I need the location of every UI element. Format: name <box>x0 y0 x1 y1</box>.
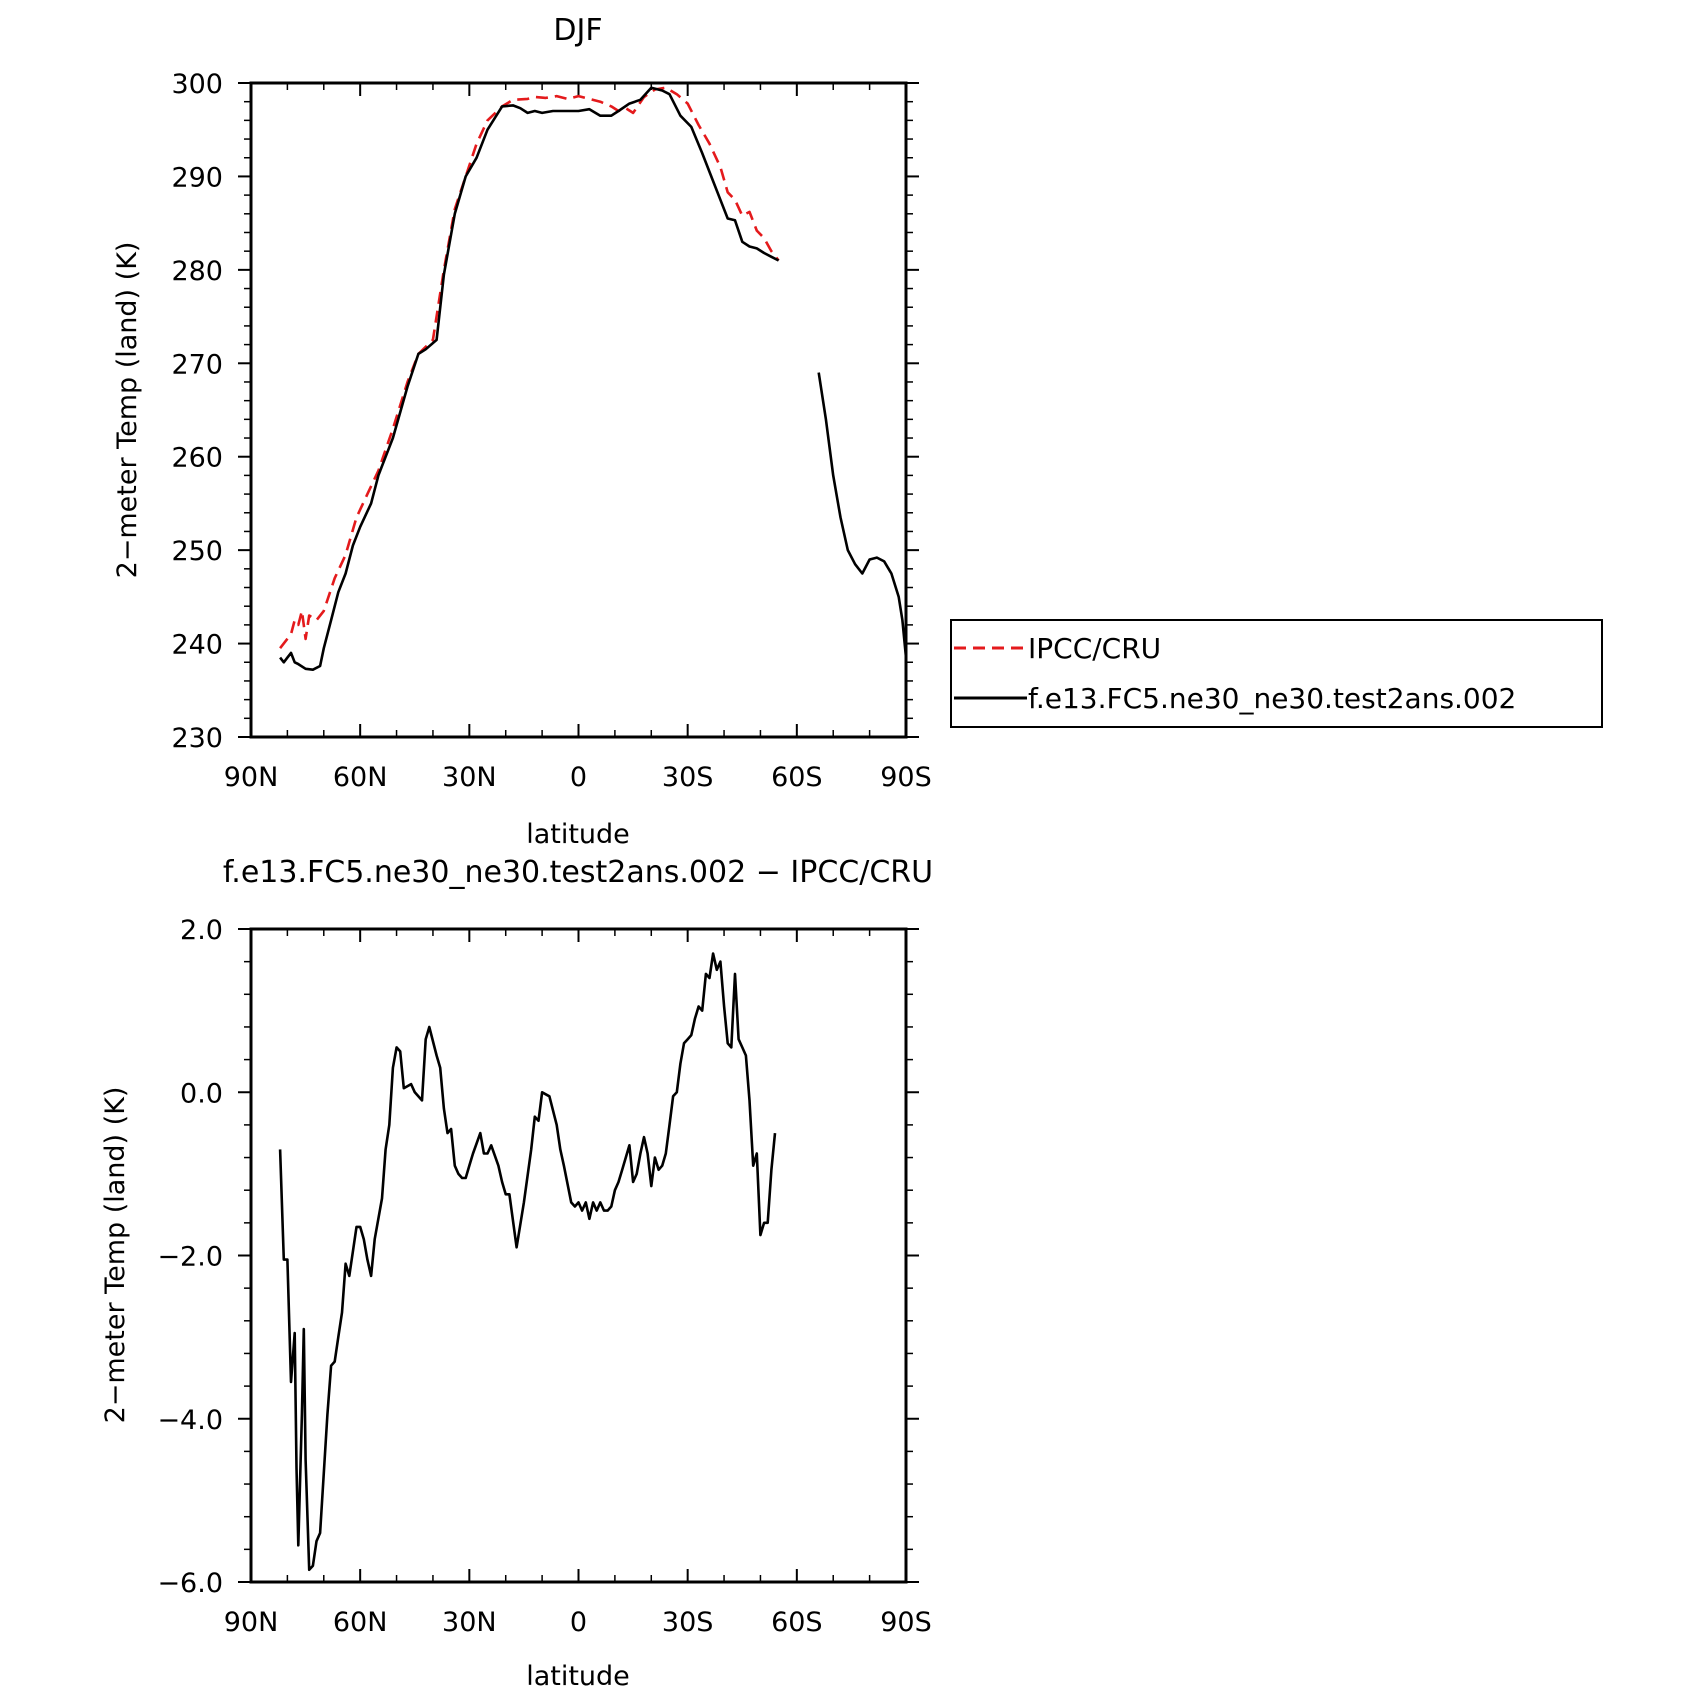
x-tick-label: 0 <box>570 1607 587 1638</box>
x-tick-label: 60N <box>333 762 388 793</box>
y-tick-label: −6.0 <box>157 1568 223 1599</box>
legend-box <box>950 619 1603 728</box>
x-tick-label: 30S <box>662 762 714 793</box>
legend-label-ipcc-cru: IPCC/CRU <box>1028 632 1161 665</box>
x-tick-label: 30N <box>442 762 497 793</box>
top-chart-marks: 90N 60N 30N 0 30S 60S 90S 230 240 250 260 270 280 290… <box>171 69 931 793</box>
x-tick-label: 90N <box>224 762 279 793</box>
x-tick-label: 90S <box>880 1607 932 1638</box>
chart-title: f.e13.FC5.ne30_ne30.test2ans.002 − IPCC/… <box>223 855 933 890</box>
difference-chart: f.e13.FC5.ne30_ne30.test2ans.002 − IPCC/… <box>100 855 933 1691</box>
y-tick-label: 260 <box>171 443 223 474</box>
y-axis-label: 2−meter Temp (land) (K) <box>100 1087 131 1424</box>
plot-frame <box>249 927 908 1584</box>
y-tick-label: 250 <box>171 536 223 567</box>
x-tick-label: 90N <box>224 1607 279 1638</box>
y-tick-label: 290 <box>171 162 223 193</box>
x-tick-label: 60S <box>771 1607 823 1638</box>
y-tick-label: 270 <box>171 349 223 380</box>
y-tick-label: 300 <box>171 69 223 100</box>
y-tick-label: 240 <box>171 630 223 661</box>
chart-title: DJF <box>553 13 602 48</box>
series-line-0 <box>278 952 777 1572</box>
x-tick-label: 60N <box>333 1607 388 1638</box>
x-tick-label: 30N <box>442 1607 497 1638</box>
x-tick-label: 90S <box>880 762 932 793</box>
y-tick-label: −2.0 <box>157 1242 223 1273</box>
legend-label-model: f.e13.FC5.ne30_ne30.test2ans.002 <box>1028 682 1516 715</box>
y-tick-label: −4.0 <box>157 1405 223 1436</box>
x-tick-label: 60S <box>771 762 823 793</box>
djf-temperature-chart: DJF 90N 60N 30N 0 30S 60S 90S 230 240 250 260 270 28… <box>112 13 932 850</box>
series-line-1 <box>279 86 780 672</box>
x-tick-label: 30S <box>662 1607 714 1638</box>
x-tick-label: 0 <box>570 762 587 793</box>
y-axis-label: 2−meter Temp (land) (K) <box>112 242 143 579</box>
series-line-0 <box>279 86 780 649</box>
y-tick-label: 230 <box>171 723 223 754</box>
y-tick-label: 0.0 <box>180 1078 223 1109</box>
bottom-chart-marks: 90N 60N 30N 0 30S 60S 90S −6.0 −4.0 −2.0 0.0 2.0 <box>157 915 931 1638</box>
x-axis-label: latitude <box>526 819 630 850</box>
y-tick-label: 280 <box>171 256 223 287</box>
x-axis-label: latitude <box>526 1661 630 1691</box>
plot-frame <box>249 81 908 739</box>
y-tick-label: 2.0 <box>180 915 223 946</box>
series-line-1 <box>817 372 908 658</box>
legend: IPCC/CRU f.e13.FC5.ne30_ne30.test2ans.00… <box>950 619 1603 728</box>
